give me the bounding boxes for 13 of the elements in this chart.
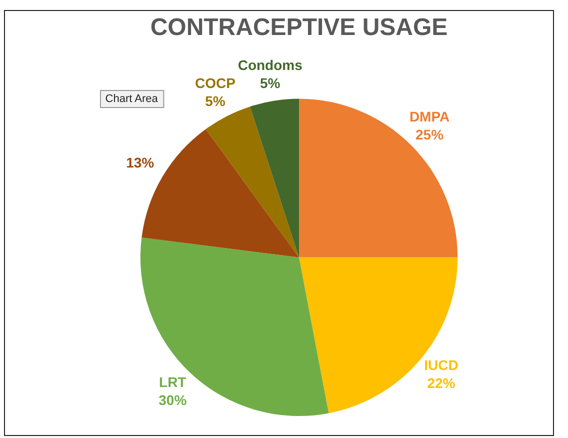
data-label: 13% — [126, 154, 155, 170]
data-label: 25% — [416, 126, 444, 143]
slice-label: DMPA — [409, 108, 450, 125]
data-label: 5% — [205, 92, 226, 109]
slice-label: LRT — [159, 374, 187, 390]
text: Chart Area — [105, 93, 159, 106]
data-label: 5% — [260, 74, 281, 91]
chart-title: CONTRACEPTIVE USAGE — [150, 14, 448, 42]
data-label: 30% — [158, 392, 188, 408]
slice-label: COCP — [194, 74, 236, 91]
slice-label: Condoms — [238, 56, 303, 73]
slice-label: IUCD — [424, 356, 458, 373]
data-label: 22% — [427, 374, 456, 391]
